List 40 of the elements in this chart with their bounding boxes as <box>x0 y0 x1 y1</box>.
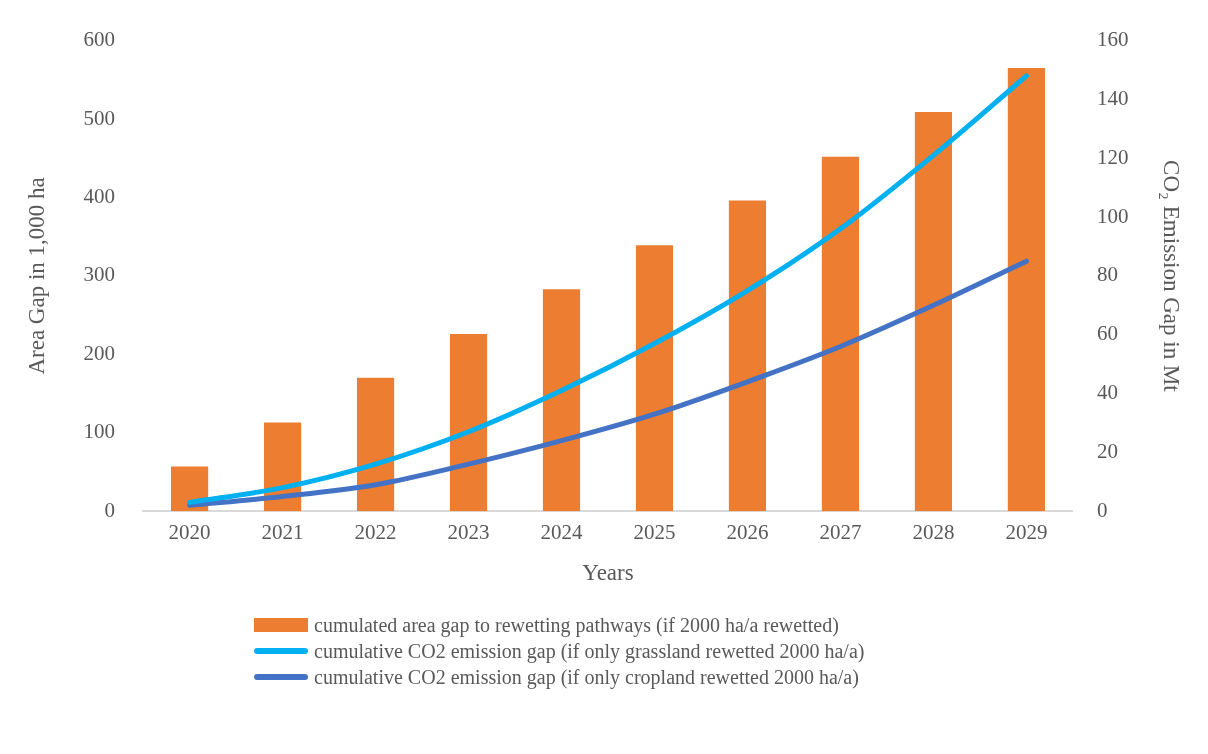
bar <box>728 200 767 512</box>
y-tick-label: 200 <box>83 340 116 365</box>
x-tick-label: 2024 <box>540 520 584 545</box>
legend-label: cumulative CO2 emission gap (if only cropland rewetted 2000 ha/a) <box>314 665 859 689</box>
y-tick-label: 600 <box>83 27 116 52</box>
y2-tick-label: 80 <box>1096 262 1118 287</box>
x-tick-label: 2022 <box>354 520 397 545</box>
x-tick-label: 2029 <box>1005 520 1048 545</box>
x-tick-label: 2028 <box>912 520 955 545</box>
bar <box>635 245 674 512</box>
bar <box>542 289 581 512</box>
y2-tick-label: 160 <box>1096 27 1129 52</box>
x-tick-label: 2025 <box>633 520 676 545</box>
y-axis-title: Area Gap in 1,000 ha <box>23 177 49 375</box>
bar <box>821 156 860 512</box>
y2-tick-label: 20 <box>1096 438 1118 463</box>
x-tick-label: 2021 <box>261 520 304 545</box>
x-tick-label: 2023 <box>447 520 490 545</box>
bar <box>914 111 953 512</box>
y-tick-label: 500 <box>83 105 116 130</box>
y2-tick-label: 100 <box>1096 203 1129 228</box>
y2-axis-title: CO₂ Emission Gap in Mt <box>1159 160 1185 393</box>
y2-tick-label: 120 <box>1096 144 1129 169</box>
legend-label: cumulative CO2 emission gap (if only grassland rewetted 2000 ha/a) <box>314 639 865 663</box>
y-tick-label: 400 <box>83 183 116 208</box>
bar <box>449 333 488 512</box>
y2-tick-label: 60 <box>1096 321 1118 346</box>
y-tick-label: 100 <box>83 419 116 444</box>
x-tick-label: 2026 <box>726 520 769 545</box>
y2-tick-label: 40 <box>1096 380 1118 405</box>
y2-tick-label: 140 <box>1096 85 1129 110</box>
bar <box>1007 68 1046 512</box>
y-tick-label: 0 <box>104 497 116 522</box>
bar <box>356 377 395 512</box>
x-axis-title: Years <box>582 560 634 586</box>
y-tick-label: 300 <box>83 262 116 287</box>
x-tick-label: 2020 <box>168 520 211 545</box>
x-tick-label: 2027 <box>819 520 862 545</box>
y2-tick-label: 0 <box>1096 497 1108 522</box>
legend-label: cumulated area gap to rewetting pathways (if 2000 ha/a rewetted) <box>314 613 839 637</box>
